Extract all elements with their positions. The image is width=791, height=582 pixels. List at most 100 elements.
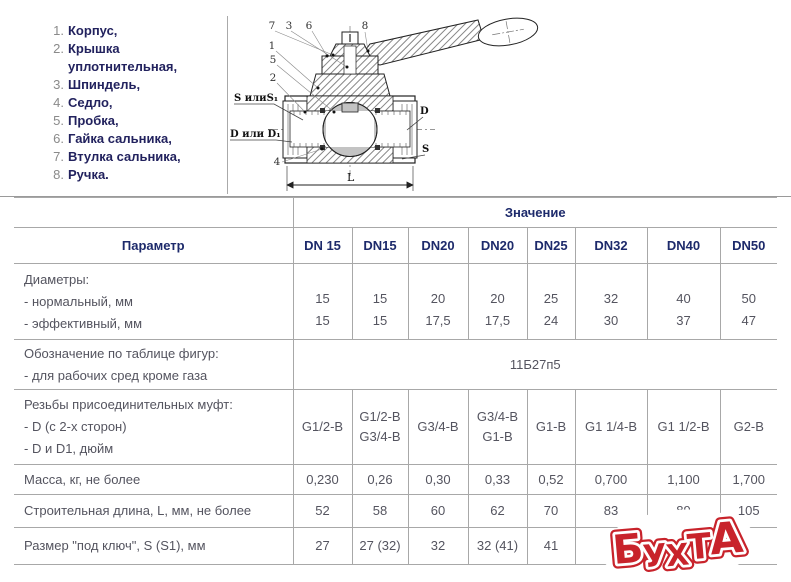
value-cell: 40 37 <box>646 263 721 340</box>
value-cell: 15 15 <box>351 263 409 340</box>
value-cell: G1-B <box>526 389 576 465</box>
param-cell: Строительная длина, L, мм, не более <box>14 494 294 528</box>
callout-number: 8 <box>362 20 369 32</box>
dn-column-header: DN15 <box>351 227 409 264</box>
watermark-text: БУХТА <box>611 513 747 579</box>
dim-L-label: L <box>347 171 355 184</box>
list-number: 4. <box>53 95 64 110</box>
callout-number: 7 <box>269 20 276 32</box>
spec-row: Резьбы присоединительных муфт: - D (с 2-… <box>14 389 777 465</box>
callout-number: 1 <box>269 40 276 52</box>
value-cell: G3/4-B G1-B <box>467 389 528 465</box>
dn-column-header: DN50 <box>719 227 777 264</box>
parts-list: 1. Корпус, 2. Крышка уплотнительная, 3. Шпинд… <box>46 22 222 184</box>
value-cell: 27 (32) <box>351 527 409 565</box>
dn-column-header: DN40 <box>646 227 721 264</box>
callout-number: 3 <box>286 20 293 32</box>
value-cell: 62 <box>467 494 528 528</box>
valve-handle <box>357 17 539 66</box>
callout-dots <box>303 49 370 151</box>
value-cell: 0,700 <box>574 464 648 495</box>
value-cell: 32 <box>407 527 469 565</box>
value-cell: 0,230 <box>292 464 353 495</box>
value-cell: 70 <box>526 494 576 528</box>
list-number: 5. <box>53 113 64 128</box>
parts-list-item: 8. Ручка. <box>46 166 222 184</box>
list-label: Втулка сальника, <box>68 149 181 164</box>
callout-number: 2 <box>270 72 277 84</box>
parts-list-item: 4. Седло, <box>46 94 222 112</box>
watermark-text: БУХТА <box>611 513 747 579</box>
list-label: Ручка. <box>68 167 109 182</box>
list-label: Крышка уплотнительная, <box>68 41 178 74</box>
value-header-row: Значение <box>14 197 777 228</box>
callout-number: 4 <box>274 156 281 168</box>
spec-row: Масса, кг, не более 0,230 0,26 0,30 0,33 0,52… <box>14 464 777 495</box>
spec-table: Значение Параметр DN 15 DN15 DN20 DN20 DN25 DN3… <box>14 197 777 565</box>
dn-column-header: DN20 <box>407 227 469 264</box>
value-cell: 27 <box>292 527 353 565</box>
callout-number: 6 <box>306 20 313 32</box>
parts-list-item: 2. Крышка уплотнительная, <box>46 40 222 76</box>
stem-assembly <box>309 31 391 97</box>
list-number: 8. <box>53 167 64 182</box>
label-s-or-s1: S илиS₁ <box>234 93 278 104</box>
parts-list-item: 5. Пробка, <box>46 112 222 130</box>
section-divider <box>227 16 228 194</box>
value-cell: 20 17,5 <box>407 263 469 340</box>
column-header-row: Параметр DN 15 DN15 DN20 DN20 DN25 DN32 DN40 DN5… <box>14 227 777 264</box>
value-cell: 60 <box>407 494 469 528</box>
value-cell: 0,30 <box>407 464 469 495</box>
param-header: Параметр <box>14 227 294 264</box>
spec-row: Строительная длина, L, мм, не более 52 58 6… <box>14 494 777 528</box>
param-cell: Резьбы присоединительных муфт: - D (с 2-… <box>14 389 294 465</box>
list-number: 2. <box>53 41 64 56</box>
list-number: 6. <box>53 131 64 146</box>
value-cell: 15 15 <box>292 263 353 340</box>
merged-value-cell: 11Б27п5 <box>292 339 777 390</box>
value-cell: 25 24 <box>526 263 576 340</box>
value-cell: 52 <box>292 494 353 528</box>
value-cell: G1 1/2-B <box>646 389 721 465</box>
parts-list-item: 6. Гайка сальника, <box>46 130 222 148</box>
callout-number: 5 <box>270 54 277 66</box>
empty-cell <box>14 197 294 228</box>
param-cell: Диаметры: - нормальный, мм - эффективный… <box>14 263 294 340</box>
callout-leaders <box>274 30 369 163</box>
label-d: D <box>420 106 429 117</box>
value-cell: 58 <box>351 494 409 528</box>
list-label: Корпус, <box>68 23 118 38</box>
list-label: Седло, <box>68 95 113 110</box>
label-leaders <box>230 103 426 160</box>
side-labels: S илиS₁ D или D₁ D S <box>230 93 429 155</box>
value-cell: 1,700 <box>719 464 777 495</box>
param-cell: Масса, кг, не более <box>14 464 294 495</box>
list-label: Шпиндель, <box>68 77 141 92</box>
list-number: 7. <box>53 149 64 164</box>
parts-list-item: 1. Корпус, <box>46 22 222 40</box>
dn-column-header: DN25 <box>526 227 576 264</box>
value-cell: 32 (41) <box>467 527 528 565</box>
value-cell: G1/2-B <box>292 389 353 465</box>
parts-list-item: 3. Шпиндель, <box>46 76 222 94</box>
value-header: Значение <box>292 197 777 228</box>
parts-list-item: 7. Втулка сальника, <box>46 148 222 166</box>
value-cell: 50 47 <box>719 263 777 340</box>
value-cell: G2-B <box>719 389 777 465</box>
label-s: S <box>422 144 429 155</box>
list-number: 1. <box>53 23 64 38</box>
list-label: Гайка сальника, <box>68 131 172 146</box>
spec-row: Обозначение по таблице фигур: - для рабо… <box>14 339 777 390</box>
spec-row: Диаметры: - нормальный, мм - эффективный… <box>14 263 777 340</box>
dn-column-header: DN20 <box>467 227 528 264</box>
value-cell: 0,26 <box>351 464 409 495</box>
value-cell: G1/2-B G3/4-B <box>351 389 409 465</box>
callout-numbers: 7 3 6 8 1 5 2 4 <box>269 20 369 168</box>
ball-plug <box>320 102 380 157</box>
value-cell: 1,100 <box>646 464 721 495</box>
value-cell: G1 1/4-B <box>574 389 648 465</box>
value-cell: G3/4-B <box>407 389 469 465</box>
list-number: 3. <box>53 77 64 92</box>
